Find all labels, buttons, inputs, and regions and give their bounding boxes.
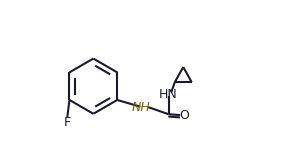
Text: NH: NH [132,101,151,114]
Text: F: F [64,116,71,129]
Text: O: O [180,109,189,122]
Text: HN: HN [158,88,177,101]
